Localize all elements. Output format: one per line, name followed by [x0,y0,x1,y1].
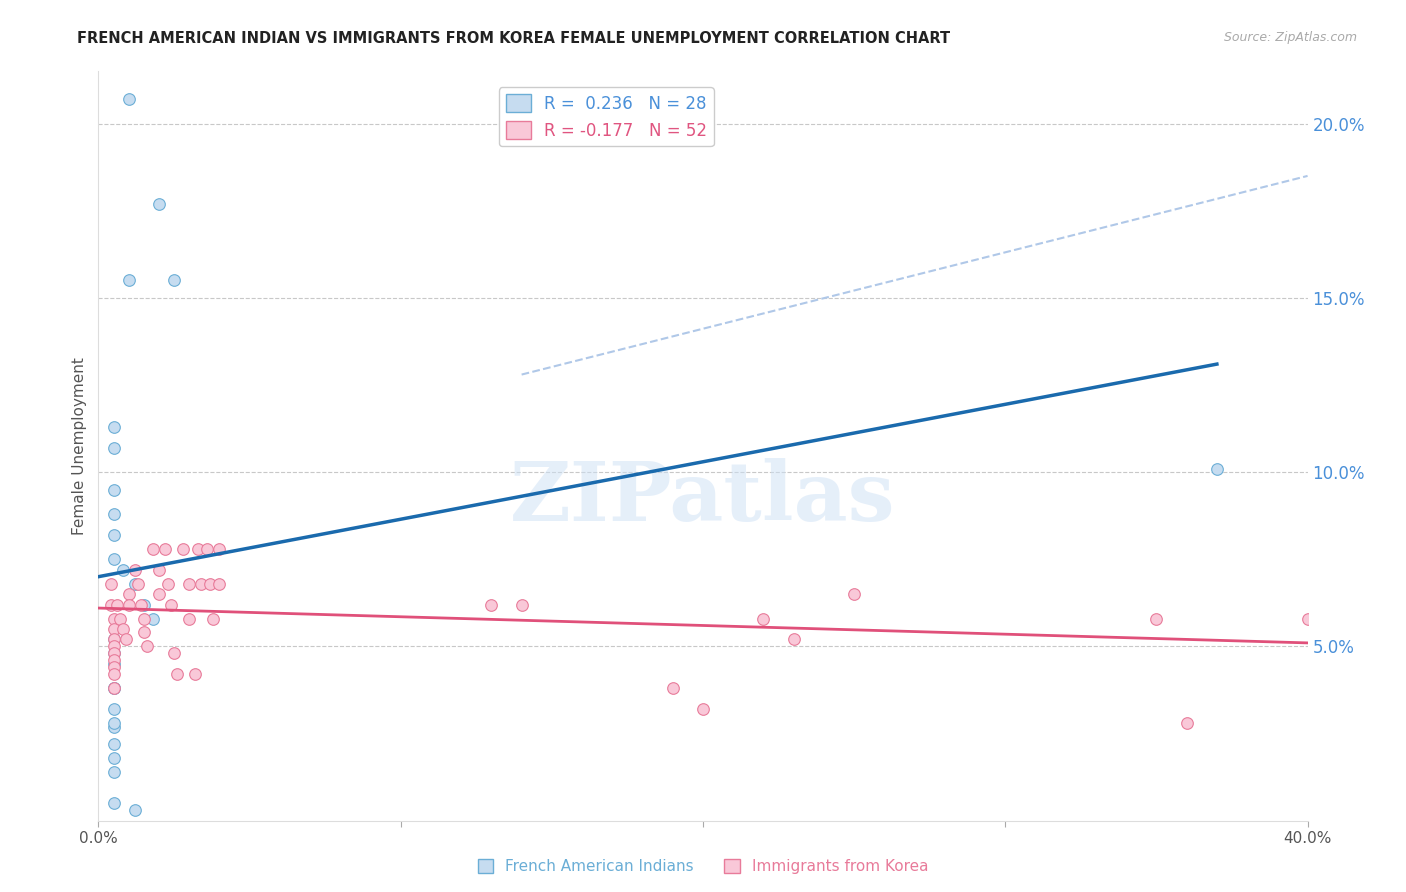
Point [160,598,183,612]
Point [103,552,125,566]
Point [103,702,125,716]
Point [153,541,176,556]
Point [118,273,141,287]
Point [103,681,125,696]
Point [103,720,125,734]
Point [100,576,122,591]
Point [661,681,683,696]
Text: Source: ZipAtlas.com: Source: ZipAtlas.com [1223,31,1357,45]
Point [179,611,201,625]
Point [103,632,125,647]
Point [1206,461,1229,475]
Point [108,611,131,625]
Point [752,611,775,625]
Point [124,563,146,577]
Point [135,640,157,654]
Point [103,441,125,455]
Point [156,576,179,591]
Point [844,587,866,601]
Point [103,751,125,765]
Point [103,622,125,636]
Point [105,598,128,612]
Point [208,576,231,591]
Point [200,576,222,591]
Point [1296,611,1319,625]
Point [142,541,165,556]
Point [148,196,170,211]
Point [111,622,134,636]
Point [142,611,165,625]
Point [103,483,125,497]
Point [100,598,122,612]
Point [132,598,155,612]
Point [163,646,186,660]
Point [179,576,201,591]
Point [103,640,125,654]
Point [114,632,136,647]
Point [103,632,125,647]
Point [118,587,141,601]
Point [172,541,194,556]
Point [103,420,125,434]
Point [103,681,125,696]
Point [187,541,209,556]
Point [103,657,125,671]
Point [190,576,212,591]
Point [118,92,141,106]
Point [103,764,125,779]
Point [163,273,186,287]
Point [118,598,141,612]
Y-axis label: Female Unemployment: Female Unemployment [72,357,87,535]
Point [148,563,170,577]
Point [1144,611,1167,625]
Point [103,716,125,731]
Point [166,667,188,681]
Point [103,646,125,660]
Point [129,598,152,612]
Point [195,541,218,556]
Legend: French American Indians, Immigrants from Korea: French American Indians, Immigrants from… [471,853,935,880]
Point [103,667,125,681]
Point [481,598,503,612]
Point [103,681,125,696]
Point [103,646,125,660]
Point [103,653,125,667]
Text: FRENCH AMERICAN INDIAN VS IMMIGRANTS FROM KOREA FEMALE UNEMPLOYMENT CORRELATION : FRENCH AMERICAN INDIAN VS IMMIGRANTS FRO… [77,31,950,46]
Point [148,587,170,601]
Point [111,563,134,577]
Point [103,507,125,521]
Point [202,611,225,625]
Text: ZIPatlas: ZIPatlas [510,458,896,539]
Point [103,611,125,625]
Point [692,702,714,716]
Point [124,576,146,591]
Point [132,625,155,640]
Point [103,528,125,542]
Point [783,632,806,647]
Point [103,660,125,674]
Point [510,598,533,612]
Point [208,541,231,556]
Point [1175,716,1198,731]
Point [127,576,149,591]
Point [103,737,125,751]
Point [124,803,146,817]
Point [132,611,155,625]
Point [184,667,207,681]
Point [103,796,125,810]
